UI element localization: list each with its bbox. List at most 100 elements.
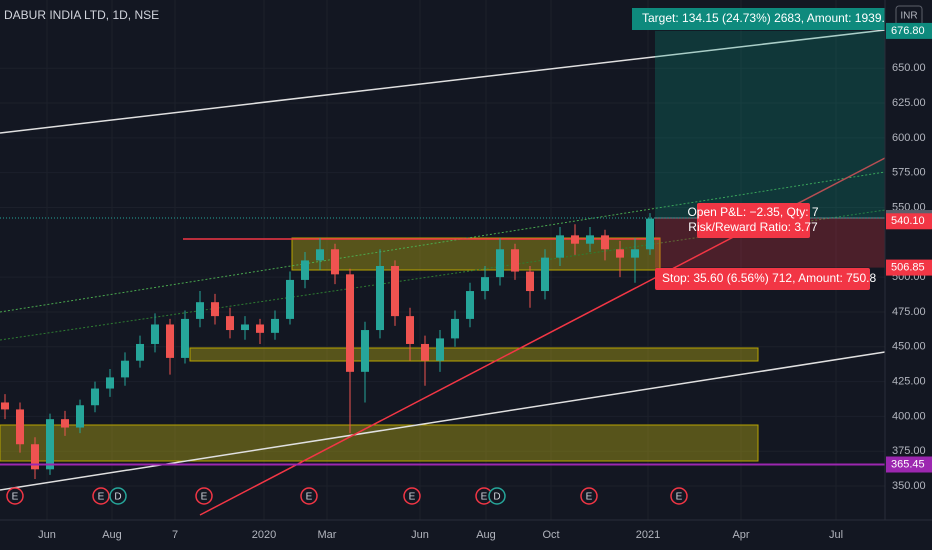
candle-body — [646, 218, 654, 250]
candle-body — [16, 409, 24, 445]
candle-body — [286, 279, 294, 319]
candle-body — [316, 249, 324, 261]
x-tick-label: Jun — [38, 529, 56, 541]
candle-body — [331, 249, 339, 275]
position-tool — [0, 30, 885, 268]
y-tick-label: 450.00 — [892, 341, 926, 353]
pnl-box — [697, 203, 810, 238]
x-tick-label: 2020 — [252, 529, 276, 541]
candle-body — [481, 277, 489, 292]
price-badge — [886, 456, 932, 473]
overlay: Target: 134.15 (24.73%) 2683, Amount: 19… — [0, 8, 899, 505]
candle-body — [601, 235, 609, 250]
event-marker — [6, 487, 24, 505]
candle-body — [556, 235, 564, 258]
candle-body — [616, 249, 624, 258]
candle-body — [196, 302, 204, 319]
price-badge-label: 676.80 — [891, 25, 925, 37]
candle-body — [271, 318, 279, 333]
candles — [1, 213, 654, 480]
y-tick-label: 600.00 — [892, 132, 926, 144]
pnl-label: Open P&L: −2.35, Qty: 7 — [687, 205, 818, 219]
candle-body — [46, 419, 54, 470]
target-label-box — [632, 8, 885, 30]
price-badge-label: 506.85 — [891, 261, 925, 273]
event-marker — [580, 487, 598, 505]
candle-body — [106, 377, 114, 389]
channel-line — [0, 351, 886, 491]
event-label: E — [12, 492, 19, 503]
event-label: E — [201, 492, 208, 503]
grid — [0, 0, 885, 520]
y-tick-label: 400.00 — [892, 410, 926, 422]
y-tick-label: 375.00 — [892, 445, 926, 457]
candle-body — [361, 330, 369, 372]
candle-body — [91, 388, 99, 406]
x-tick-label: Mar — [318, 529, 337, 541]
candle-body — [76, 405, 84, 428]
x-tick-label: Jul — [829, 529, 843, 541]
x-tick-label: Aug — [102, 529, 122, 541]
candle-body — [421, 343, 429, 361]
candle-body — [211, 302, 219, 317]
event-label: E — [409, 492, 416, 503]
candle-body — [61, 419, 69, 428]
candle-body — [631, 249, 639, 258]
event-label: E — [676, 492, 683, 503]
price-badge — [886, 213, 932, 230]
candle-body — [136, 343, 144, 361]
x-tick-label: Apr — [732, 529, 749, 541]
candle-body — [466, 291, 474, 319]
stop-label: Stop: 35.60 (6.56%) 712, Amount: 750.8 — [662, 271, 876, 285]
candle-body — [526, 271, 534, 292]
candle-body — [151, 324, 159, 344]
candle-body — [301, 260, 309, 280]
candle-body — [496, 249, 504, 278]
event-marker — [92, 487, 110, 505]
x-tick-label: 7 — [172, 529, 178, 541]
candle-body — [406, 316, 414, 344]
candle-body — [1, 402, 9, 410]
candle-body — [181, 318, 189, 358]
event-marker — [488, 487, 506, 505]
y-tick-label: 625.00 — [892, 97, 926, 109]
y-tick-label: 350.00 — [892, 480, 926, 492]
price-badge — [886, 259, 932, 276]
target-label: Target: 134.15 (24.73%) 2683, Amount: 19… — [642, 11, 899, 25]
trend-line — [0, 171, 886, 313]
candle-body — [121, 360, 129, 378]
candle-body — [346, 274, 354, 372]
candle-body — [391, 265, 399, 317]
candle-body — [451, 318, 459, 339]
y-tick-label: 425.00 — [892, 375, 926, 387]
candle-body — [31, 444, 39, 470]
candle-body — [226, 316, 234, 331]
candle-body — [376, 265, 384, 331]
event-label: E — [586, 492, 593, 503]
chart-title: DABUR INDIA LTD, 1D, NSE — [4, 8, 159, 22]
event-marker — [670, 487, 688, 505]
price-badge-label: 540.10 — [891, 215, 925, 227]
event-marker — [403, 487, 421, 505]
candle-body — [586, 235, 594, 244]
event-label: D — [114, 492, 121, 503]
currency: INR — [900, 11, 917, 22]
event-label: E — [481, 492, 488, 503]
x-tick-label: Jun — [411, 529, 429, 541]
candle-body — [166, 324, 174, 358]
price-badge-label: 365.45 — [891, 458, 925, 470]
candle-body — [571, 235, 579, 244]
target-zone — [655, 30, 885, 219]
candle-body — [256, 324, 264, 333]
zone — [189, 347, 759, 362]
candle-body — [436, 338, 444, 361]
price-badge — [886, 22, 932, 39]
stop-label-box — [655, 268, 870, 290]
event-label: E — [306, 492, 313, 503]
event-marker — [109, 487, 127, 505]
y-tick-label: 650.00 — [892, 62, 926, 74]
candle-body — [541, 257, 549, 292]
x-tick-label: Aug — [476, 529, 496, 541]
